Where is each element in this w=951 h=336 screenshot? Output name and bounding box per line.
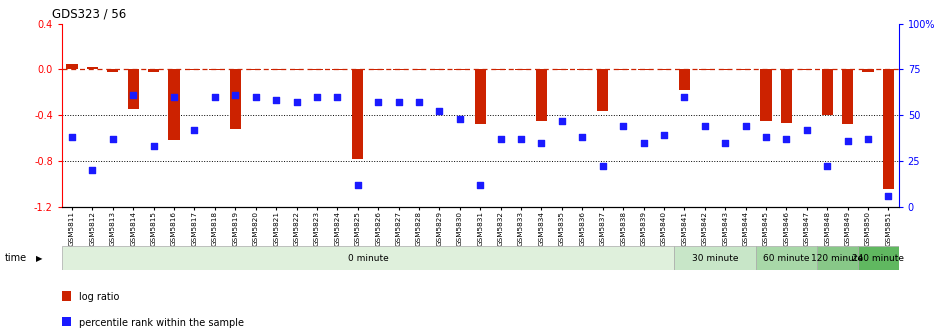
Point <box>615 123 631 129</box>
Bar <box>883 69 894 190</box>
Bar <box>515 69 527 71</box>
Point <box>881 193 896 198</box>
Point <box>432 109 447 114</box>
Bar <box>107 69 119 72</box>
Bar <box>699 69 710 71</box>
Bar <box>638 69 650 71</box>
Point <box>473 182 488 187</box>
Text: percentile rank within the sample: percentile rank within the sample <box>79 318 244 328</box>
Point <box>554 118 570 123</box>
Bar <box>535 69 547 121</box>
Bar <box>597 69 609 111</box>
Bar <box>863 69 874 72</box>
Point <box>289 99 304 105</box>
Point <box>799 127 814 132</box>
Point <box>106 136 121 141</box>
Bar <box>414 69 425 71</box>
Bar <box>740 69 751 71</box>
Bar <box>67 64 78 69</box>
Text: 30 minute: 30 minute <box>691 254 738 263</box>
Point <box>309 94 324 99</box>
Point <box>391 99 406 105</box>
Bar <box>62 246 674 270</box>
Point <box>187 127 203 132</box>
Point <box>840 138 855 143</box>
Point <box>820 164 835 169</box>
Point <box>514 136 529 141</box>
Bar <box>475 69 486 124</box>
Point <box>371 99 386 105</box>
Bar <box>189 69 200 71</box>
Text: 0 minute: 0 minute <box>348 254 388 263</box>
Point <box>534 140 549 145</box>
Bar <box>495 69 506 71</box>
Bar <box>822 69 833 115</box>
Point <box>738 123 753 129</box>
Point <box>574 134 590 140</box>
Bar <box>674 246 756 270</box>
Bar <box>781 69 792 123</box>
Point <box>453 116 468 121</box>
Point <box>636 140 651 145</box>
Point <box>350 182 365 187</box>
Bar <box>756 246 817 270</box>
Bar <box>332 69 343 71</box>
Point <box>758 134 773 140</box>
Point <box>779 136 794 141</box>
Bar <box>148 69 159 72</box>
Text: GDS323 / 56: GDS323 / 56 <box>52 7 126 20</box>
Bar <box>802 69 812 71</box>
Bar <box>842 69 853 124</box>
Bar <box>679 69 690 90</box>
Point <box>248 94 263 99</box>
Bar <box>168 69 180 140</box>
Bar <box>373 69 384 71</box>
Bar <box>617 69 629 71</box>
Bar <box>311 69 322 71</box>
Bar <box>291 69 302 71</box>
Bar <box>250 69 262 71</box>
Bar <box>87 67 98 69</box>
Point <box>697 123 712 129</box>
Bar <box>455 69 465 71</box>
Bar <box>817 246 858 270</box>
Point <box>85 167 100 173</box>
Point <box>412 99 427 105</box>
Bar <box>720 69 730 71</box>
Text: 60 minute: 60 minute <box>764 254 809 263</box>
Bar <box>761 69 771 121</box>
Text: 120 minute: 120 minute <box>811 254 864 263</box>
Bar <box>434 69 445 71</box>
Point <box>126 92 141 98</box>
Point <box>677 94 692 99</box>
Bar <box>858 246 899 270</box>
Text: log ratio: log ratio <box>79 292 119 302</box>
Point <box>166 94 182 99</box>
Point <box>330 94 345 99</box>
Bar <box>352 69 363 159</box>
Text: time: time <box>5 253 27 263</box>
Text: ▶: ▶ <box>36 254 43 263</box>
Bar <box>127 69 139 109</box>
Point <box>207 94 223 99</box>
Bar <box>576 69 588 71</box>
Bar <box>658 69 670 71</box>
Bar <box>230 69 241 129</box>
Bar <box>270 69 281 71</box>
Bar <box>556 69 568 71</box>
Point <box>493 136 508 141</box>
Point <box>65 134 80 140</box>
Bar <box>209 69 221 71</box>
Point <box>268 98 283 103</box>
Text: 240 minute: 240 minute <box>852 254 904 263</box>
Point <box>595 164 611 169</box>
Point <box>861 136 876 141</box>
Point <box>718 140 733 145</box>
Bar <box>393 69 404 71</box>
Point <box>227 92 243 98</box>
Point <box>656 132 671 138</box>
Point <box>146 143 162 149</box>
